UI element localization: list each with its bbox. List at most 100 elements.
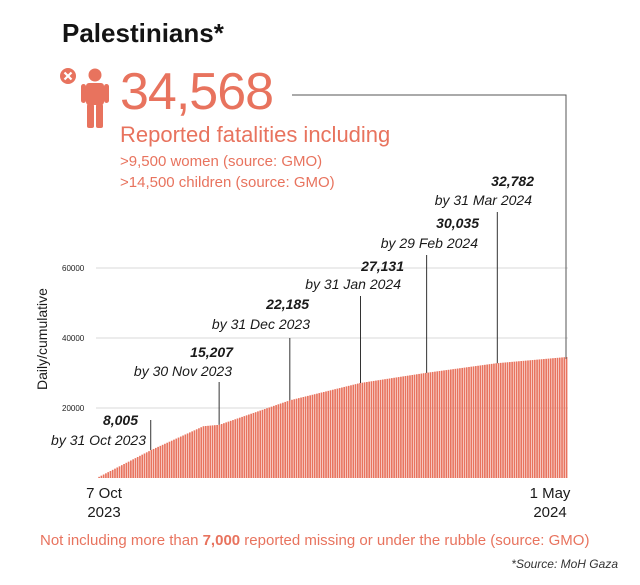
- daily-bar: [459, 368, 461, 478]
- daily-bar: [361, 382, 364, 478]
- daily-bar: [436, 371, 439, 478]
- daily-bar: [120, 465, 123, 478]
- daily-bar: [202, 426, 205, 478]
- daily-bar: [531, 360, 534, 478]
- daily-bar: [418, 373, 420, 478]
- daily-bar: [236, 418, 239, 478]
- daily-bar: [252, 412, 255, 478]
- daily-bar: [111, 469, 114, 478]
- daily-bar: [220, 423, 223, 478]
- daily-bar: [132, 459, 134, 478]
- daily-bar: [415, 374, 418, 478]
- daily-bar: [179, 436, 182, 478]
- daily-bar: [116, 467, 119, 478]
- annotation-value: 27,131: [360, 258, 404, 274]
- daily-bar: [345, 386, 348, 478]
- daily-bar: [223, 423, 225, 478]
- x-start-label: 7 Oct: [86, 485, 123, 502]
- daily-bar: [511, 361, 513, 478]
- daily-bar: [452, 369, 454, 478]
- daily-bar: [261, 409, 264, 478]
- daily-bar: [195, 429, 198, 478]
- daily-bar: [245, 415, 248, 478]
- annotation-label: by 31 Mar 2024: [435, 192, 532, 208]
- daily-bar: [336, 388, 339, 478]
- daily-bar: [556, 357, 559, 478]
- daily-bar: [509, 362, 511, 478]
- daily-bar: [145, 452, 148, 478]
- daily-bar: [127, 461, 130, 478]
- daily-bar: [277, 404, 280, 478]
- daily-bar: [186, 433, 189, 478]
- daily-bar: [105, 473, 107, 478]
- daily-bar: [139, 455, 141, 478]
- daily-bar: [391, 378, 393, 478]
- daily-bar: [486, 364, 488, 478]
- daily-bar: [173, 439, 175, 478]
- daily-bar: [189, 432, 191, 478]
- annotation-value: 15,207: [190, 344, 234, 360]
- footnote-suffix: reported missing or under the rubble (so…: [240, 532, 590, 549]
- daily-bar: [472, 366, 475, 478]
- annotation-value: 32,782: [491, 173, 534, 189]
- daily-bar: [497, 363, 500, 478]
- daily-bar: [300, 397, 302, 478]
- annotation-value: 30,035: [436, 215, 479, 231]
- daily-bar: [393, 377, 395, 478]
- daily-bar: [325, 391, 327, 478]
- daily-bar: [420, 373, 423, 478]
- daily-bar: [168, 441, 171, 478]
- y-tick-label: 20000: [62, 404, 85, 413]
- daily-bar: [388, 378, 391, 478]
- daily-bar: [177, 437, 180, 478]
- daily-bar: [445, 370, 448, 478]
- daily-bar: [427, 372, 429, 478]
- daily-bar: [275, 405, 277, 478]
- daily-bar: [347, 385, 350, 478]
- daily-bar: [443, 370, 445, 478]
- daily-bar: [334, 389, 336, 478]
- women-count: >9,500 women (source: GMO): [120, 153, 323, 170]
- daily-bar: [143, 453, 146, 478]
- daily-bar: [238, 417, 241, 478]
- daily-bar: [166, 442, 169, 478]
- daily-bar: [463, 367, 466, 478]
- daily-bar: [372, 380, 375, 478]
- y-tick-label: 60000: [62, 264, 85, 273]
- daily-bar: [150, 449, 153, 478]
- daily-bar: [488, 364, 491, 478]
- daily-bar: [533, 359, 536, 478]
- daily-bar: [461, 367, 464, 478]
- daily-bar: [193, 430, 196, 478]
- daily-bar: [204, 426, 207, 478]
- daily-bar: [175, 438, 178, 478]
- daily-bar: [100, 475, 103, 478]
- daily-bar: [243, 416, 246, 478]
- daily-bar: [207, 425, 209, 478]
- daily-bar: [363, 382, 366, 478]
- daily-bar: [561, 357, 563, 478]
- daily-bar: [370, 381, 373, 478]
- children-count: >14,500 children (source: GMO): [120, 174, 335, 191]
- daily-bar: [259, 410, 262, 478]
- annotation-label: by 31 Jan 2024: [305, 276, 401, 292]
- daily-bar: [309, 395, 311, 478]
- y-axis-label: Daily/cumulative: [34, 288, 50, 390]
- daily-bar: [474, 366, 477, 478]
- daily-bar: [381, 379, 384, 478]
- daily-bar: [359, 383, 361, 478]
- daily-bar: [241, 416, 243, 478]
- daily-bar: [384, 379, 386, 478]
- daily-bar: [495, 363, 498, 478]
- daily-bar: [313, 394, 316, 478]
- daily-bar: [425, 372, 427, 478]
- daily-bar: [329, 390, 332, 478]
- daily-bar: [218, 424, 221, 478]
- daily-bar: [558, 357, 561, 478]
- daily-bar: [522, 360, 525, 478]
- daily-bar: [161, 444, 164, 478]
- daily-bar: [536, 359, 538, 478]
- annotation-label: by 31 Dec 2023: [212, 316, 310, 332]
- fatalities-number: 34,568: [120, 63, 274, 121]
- daily-bar: [395, 377, 398, 478]
